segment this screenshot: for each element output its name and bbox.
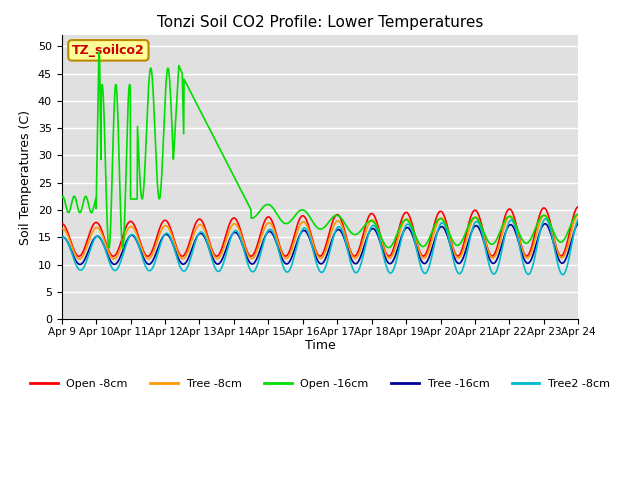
X-axis label: Time: Time (305, 339, 335, 352)
Legend: Open -8cm, Tree -8cm, Open -16cm, Tree -16cm, Tree2 -8cm: Open -8cm, Tree -8cm, Open -16cm, Tree -… (26, 374, 614, 393)
Text: TZ_soilco2: TZ_soilco2 (72, 44, 145, 57)
Y-axis label: Soil Temperatures (C): Soil Temperatures (C) (19, 110, 32, 245)
Title: Tonzi Soil CO2 Profile: Lower Temperatures: Tonzi Soil CO2 Profile: Lower Temperatur… (157, 15, 483, 30)
